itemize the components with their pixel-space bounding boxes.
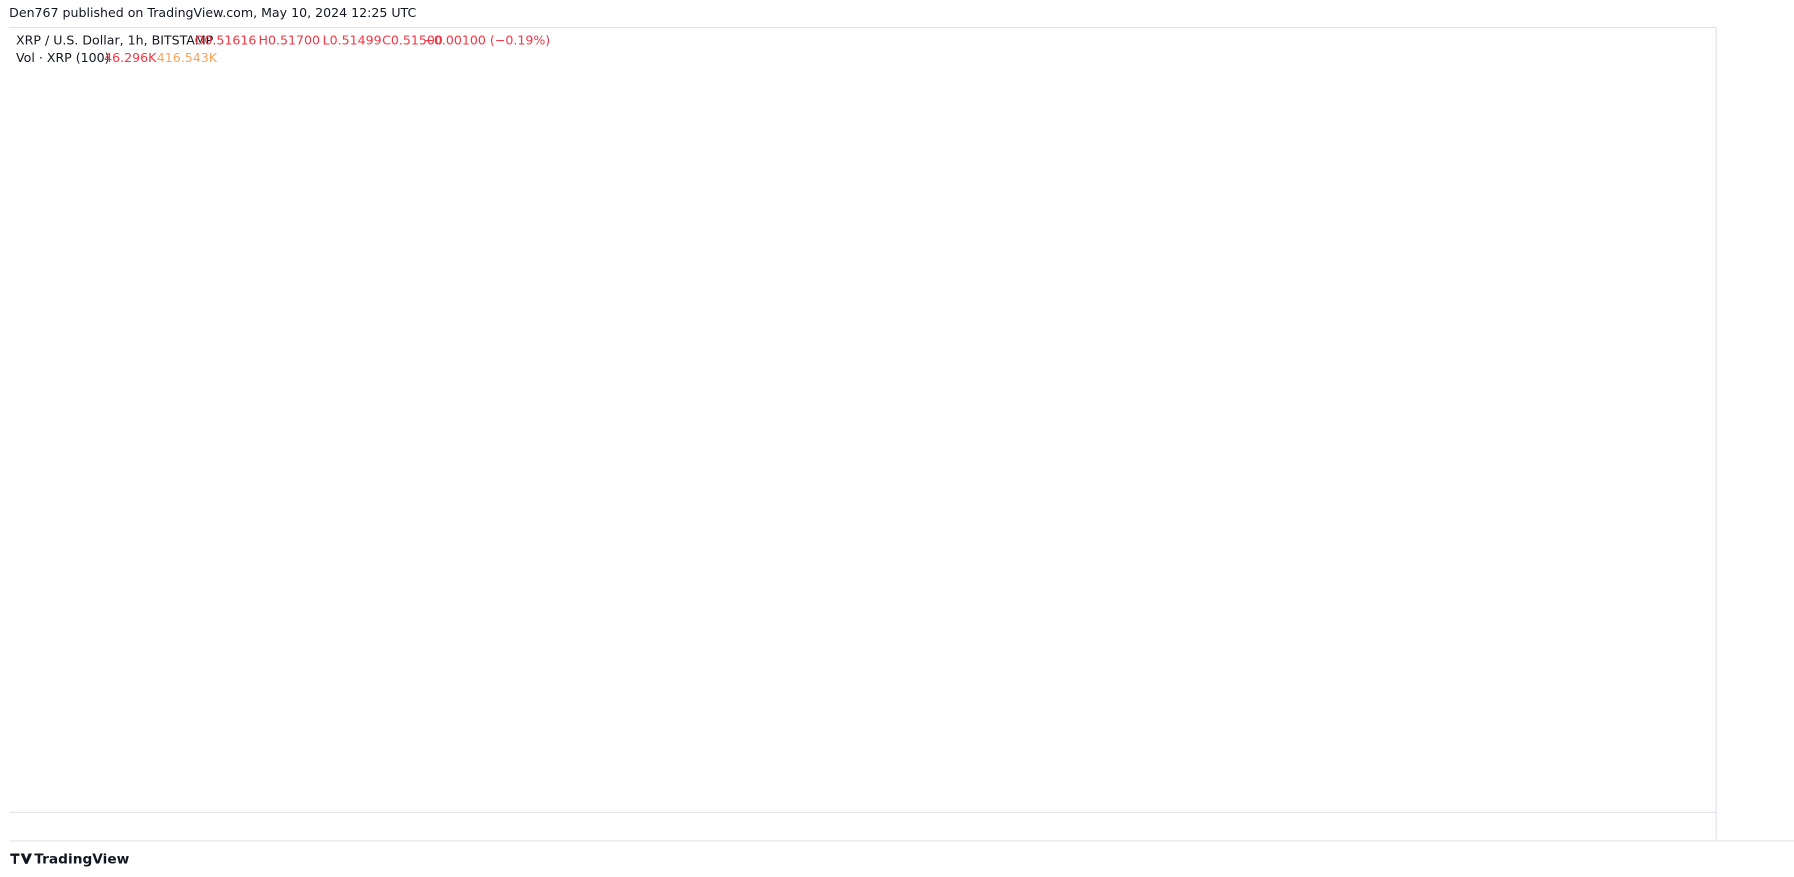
logo-icon (10, 853, 33, 864)
volume-title: Vol · XRP (100) (16, 50, 110, 65)
publisher: Den767 published on TradingView.com, May… (9, 5, 416, 20)
ohlc-change: −0.00100 (−0.19%) (423, 33, 550, 48)
volume-last: 46.296K (104, 50, 157, 65)
ohlc-high: H0.51700 (259, 33, 320, 48)
ohlc-low: L0.51499 (323, 33, 382, 48)
symbol-title: XRP / U.S. Dollar, 1h, BITSTAMP (16, 33, 214, 48)
volume-ma: 416.543K (157, 50, 218, 65)
ohlc-close: C0.51500 (382, 33, 443, 48)
ohlc-open: O0.51616 (195, 33, 257, 48)
footer-brand[interactable]: TradingView (34, 851, 129, 867)
